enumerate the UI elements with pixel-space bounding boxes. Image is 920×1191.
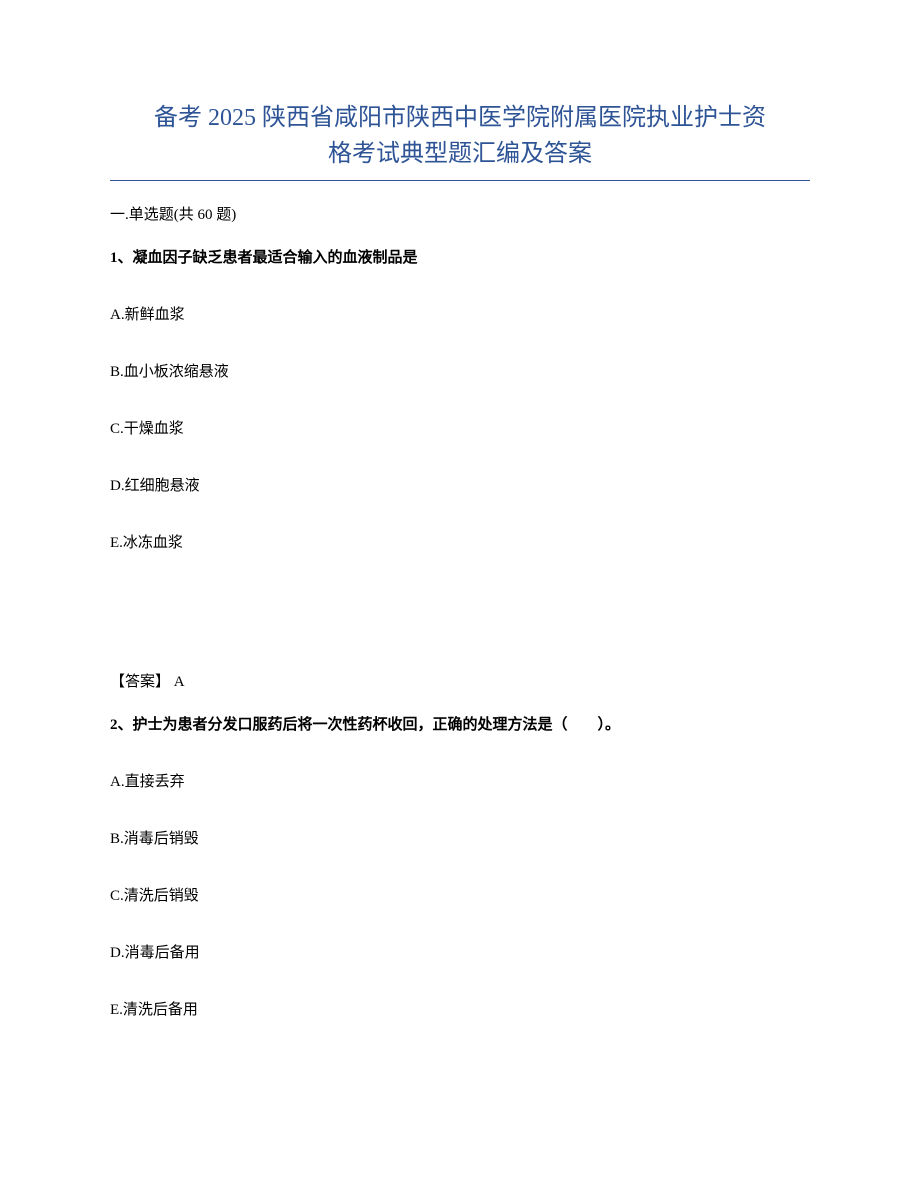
answer-label: 【答案】 [110, 674, 170, 690]
question-1-number: 1、 [110, 250, 133, 266]
question-2-option-e: E.清洗后备用 [110, 998, 810, 1019]
section-header: 一.单选题(共 60 题) [110, 203, 810, 224]
question-1-text: 凝血因子缺乏患者最适合输入的血液制品是 [133, 250, 418, 266]
question-2: 2、护士为患者分发口服药后将一次性药杯收回，正确的处理方法是（ ）。 [110, 713, 810, 734]
question-1-option-c: C.干燥血浆 [110, 417, 810, 438]
question-2-number: 2、 [110, 717, 133, 733]
question-1-option-d: D.红细胞悬液 [110, 474, 810, 495]
spacer [110, 588, 810, 628]
page-title: 备考 2025 陕西省咸阳市陕西中医学院附属医院执业护士资 格考试典型题汇编及答… [110, 100, 810, 181]
question-2-option-d: D.消毒后备用 [110, 941, 810, 962]
question-1: 1、凝血因子缺乏患者最适合输入的血液制品是 [110, 246, 810, 267]
question-2-option-a: A.直接丢弃 [110, 770, 810, 791]
question-1-option-e: E.冰冻血浆 [110, 531, 810, 552]
question-2-option-b: B.消毒后销毁 [110, 827, 810, 848]
section-prefix: 一 [110, 207, 125, 223]
question-1-answer: 【答案】 A [110, 670, 810, 691]
question-1-option-b: B.血小板浓缩悬液 [110, 360, 810, 381]
question-2-option-c: C.清洗后销毁 [110, 884, 810, 905]
title-line-1: 备考 2025 陕西省咸阳市陕西中医学院附属医院执业护士资 [154, 105, 766, 131]
answer-value: A [170, 674, 185, 690]
question-2-text: 护士为患者分发口服药后将一次性药杯收回，正确的处理方法是（ ）。 [133, 717, 621, 733]
question-1-option-a: A.新鲜血浆 [110, 303, 810, 324]
section-label: .单选题(共 60 题) [125, 207, 236, 223]
title-line-2: 格考试典型题汇编及答案 [328, 141, 592, 167]
